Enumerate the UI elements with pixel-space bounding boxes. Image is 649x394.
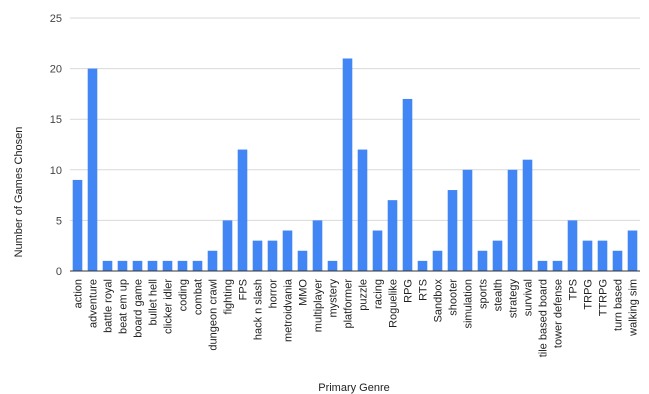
x-tick-label: multiplayer — [313, 279, 325, 333]
y-tick-label: 20 — [50, 64, 62, 76]
bar — [72, 179, 83, 271]
x-tick-label: tile based board — [538, 279, 550, 357]
x-tick-label: MMO — [298, 279, 310, 306]
x-tick-label: puzzle — [358, 279, 370, 311]
y-tick-label: 25 — [50, 13, 62, 25]
bar — [597, 240, 608, 271]
bar — [282, 230, 293, 271]
x-tick-label: fighting — [223, 279, 235, 314]
bar — [192, 260, 203, 271]
x-tick-label: strategy — [508, 279, 520, 319]
x-tick-label: Sandbox — [433, 279, 445, 323]
x-tick-label: TRPG — [583, 279, 595, 310]
bar — [117, 260, 128, 271]
x-tick-label: TTRPG — [598, 279, 610, 316]
y-axis-title: Number of Games Chosen — [13, 127, 25, 258]
bar — [162, 260, 173, 271]
bar — [462, 169, 473, 271]
bar — [432, 250, 443, 271]
x-axis-ticks: action adventure battle royal beat em up boa… — [73, 278, 640, 357]
y-tick-label: 5 — [56, 215, 62, 227]
x-tick-label: dungeon crawl — [208, 279, 220, 351]
x-tick-label: Roguelike — [388, 279, 400, 328]
y-tick-label: 0 — [56, 266, 62, 278]
bar — [627, 230, 638, 271]
x-tick-label: RPG — [403, 279, 415, 303]
x-tick-label: turn based — [613, 279, 625, 331]
x-tick-label: survival — [523, 279, 535, 316]
x-tick-label: shooter — [448, 279, 460, 316]
x-tick-label: FPS — [238, 279, 250, 300]
bar — [507, 169, 518, 271]
bar — [372, 230, 383, 271]
bar — [477, 250, 488, 271]
bars — [72, 58, 638, 272]
bar — [552, 260, 563, 271]
x-tick-label: RTS — [418, 279, 430, 301]
x-tick-label: stealth — [493, 279, 505, 311]
bar — [147, 260, 158, 271]
bar — [177, 260, 188, 271]
bar — [267, 240, 278, 271]
bar — [207, 250, 218, 271]
x-tick-label: platformer — [343, 279, 355, 329]
x-tick-label: battle royal — [103, 279, 115, 333]
gridlines — [70, 17, 640, 221]
bar — [222, 220, 233, 271]
bar — [567, 220, 578, 271]
bar — [582, 240, 593, 271]
x-tick-label: bullet hell — [148, 279, 160, 325]
x-tick-label: clicker idler — [163, 279, 175, 334]
bar — [132, 260, 143, 271]
bar — [252, 240, 263, 271]
x-tick-label: walking sim — [628, 279, 640, 337]
bar — [237, 149, 248, 271]
bar — [102, 260, 113, 271]
x-tick-label: hack n slash — [253, 279, 265, 340]
bar — [327, 260, 338, 271]
bar — [87, 68, 98, 271]
x-tick-label: beat em up — [118, 279, 130, 334]
y-tick-label: 15 — [50, 114, 62, 126]
bar — [537, 260, 548, 271]
x-tick-label: metroidvania — [283, 278, 295, 342]
x-axis-title: Primary Genre — [318, 382, 390, 394]
bar — [522, 159, 533, 271]
x-tick-label: sports — [478, 279, 490, 309]
bar — [342, 58, 353, 272]
x-tick-label: adventure — [88, 279, 100, 328]
x-tick-label: mystery — [328, 279, 340, 318]
y-axis-ticks: 0 5 10 15 20 25 — [50, 13, 62, 278]
bar — [492, 240, 503, 271]
bar — [612, 250, 623, 271]
x-tick-label: racing — [373, 279, 385, 309]
y-tick-label: 10 — [50, 165, 62, 177]
bar — [297, 250, 308, 271]
bar — [417, 260, 428, 271]
x-tick-label: TPS — [568, 279, 580, 300]
bar — [387, 200, 398, 271]
bar — [312, 220, 323, 271]
x-tick-label: simulation — [463, 279, 475, 329]
bar — [402, 98, 413, 272]
bar — [447, 190, 458, 271]
x-tick-label: action — [73, 279, 85, 308]
x-tick-label: horror — [268, 279, 280, 309]
bar — [357, 149, 368, 271]
x-tick-label: combat — [193, 279, 205, 315]
x-tick-label: board game — [133, 279, 145, 338]
x-tick-label: coding — [178, 279, 190, 311]
x-tick-label: tower defense — [553, 279, 565, 348]
